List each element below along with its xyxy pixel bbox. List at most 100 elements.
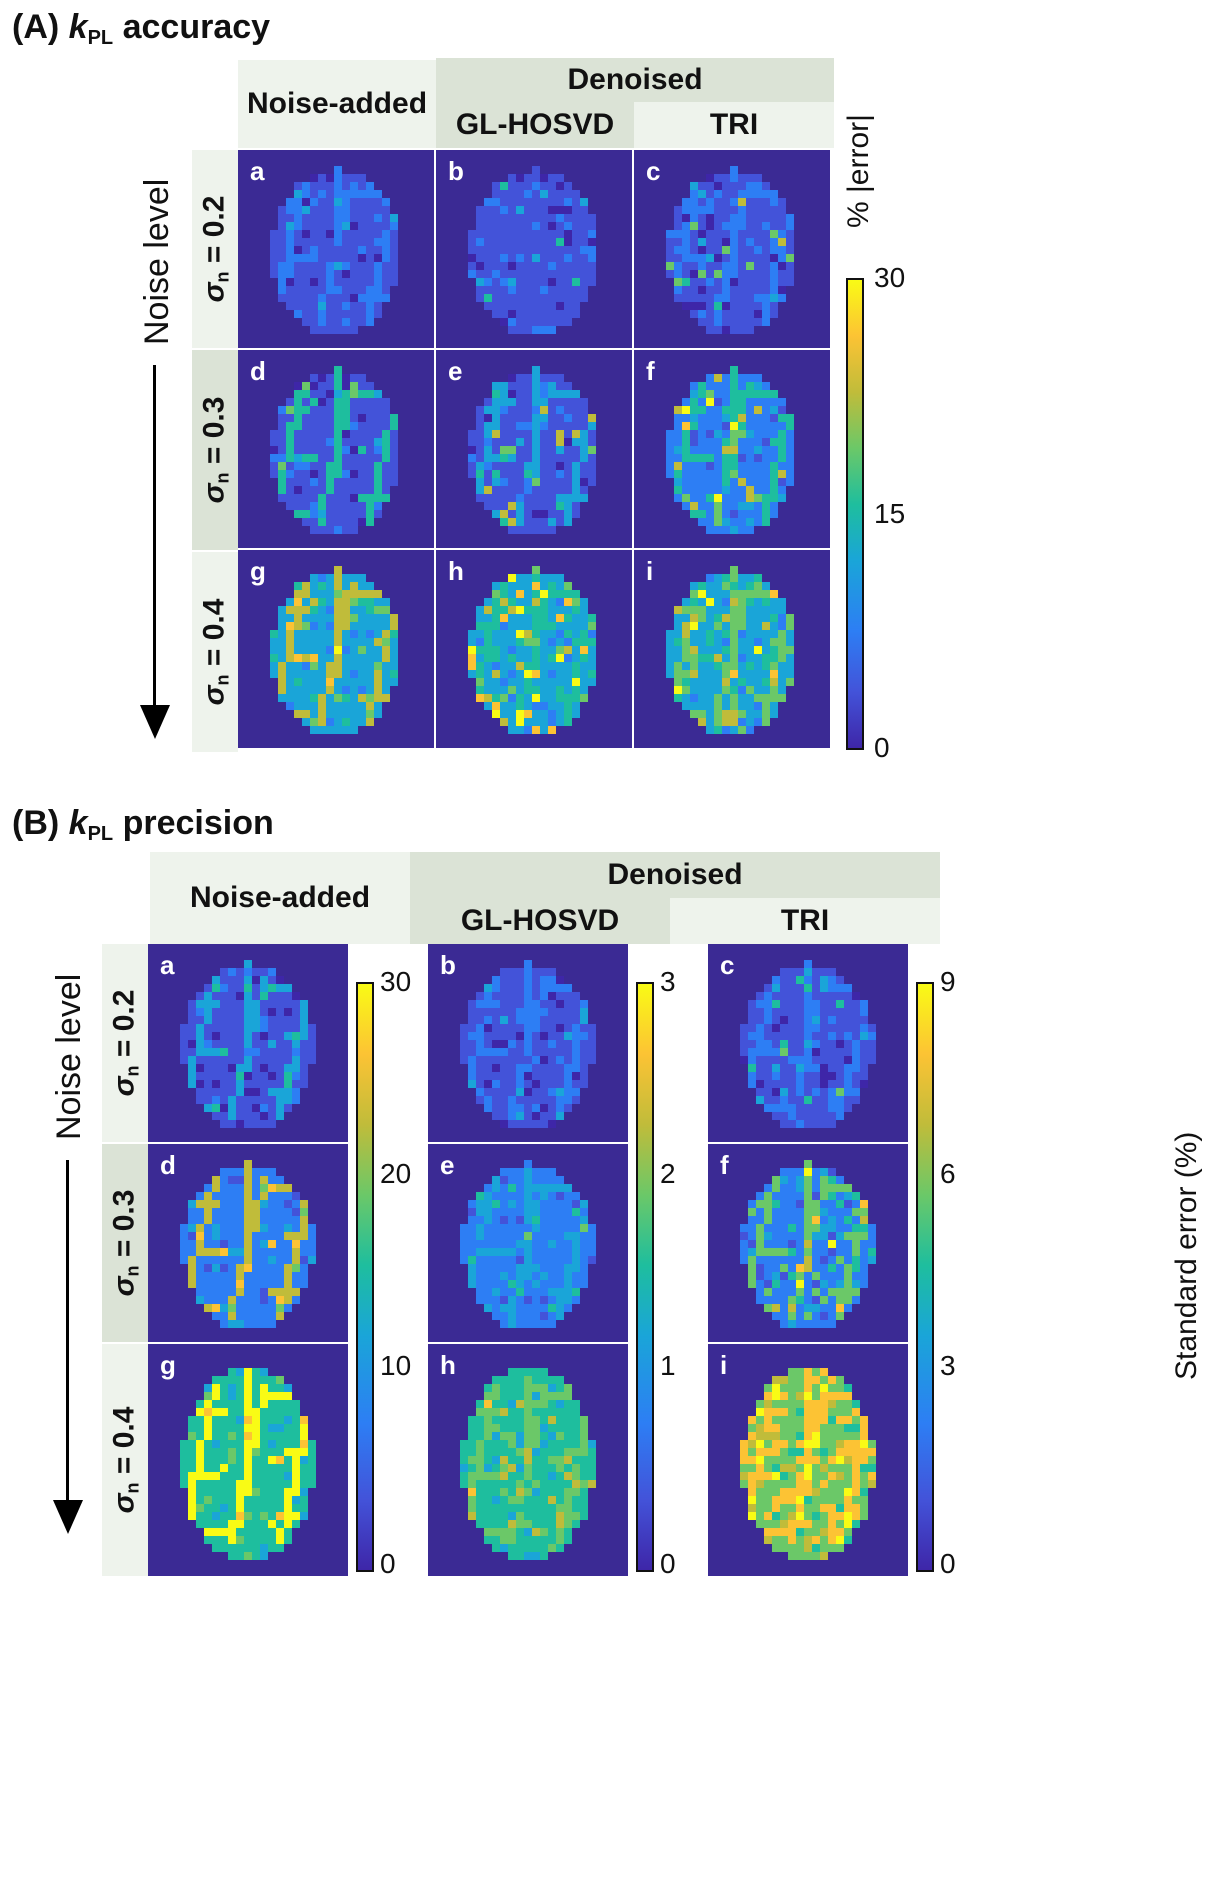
b-cbar1-tick-3-text: 0 xyxy=(380,1548,396,1579)
b-panel-letter-h: h xyxy=(440,1350,456,1380)
b-cbar3-tick-0: 9 xyxy=(940,966,956,998)
b-cbar3-tick-1: 6 xyxy=(940,1158,956,1190)
b-panel-c: c xyxy=(708,944,908,1142)
b-panel-g: g xyxy=(148,1344,348,1576)
a-col-denoised-label: Denoised xyxy=(567,63,703,96)
a-panel-letter-g: g xyxy=(250,556,266,586)
b-noise-arrow-line xyxy=(66,1160,69,1510)
a-colorbar-tick-mid: 15 xyxy=(874,498,905,530)
a-colorbar-tick-max: 30 xyxy=(874,262,905,294)
b-row-1-sigma: σ xyxy=(107,1276,141,1297)
a-noise-level-text: Noise level xyxy=(138,178,176,345)
a-row-1-val: = 0.3 xyxy=(197,396,231,465)
section-a-title: (A) kPL accuracy xyxy=(12,8,270,50)
b-row-label-1: σn = 0.3 xyxy=(102,1144,148,1342)
b-cbar1-tick-0: 30 xyxy=(380,966,411,998)
b-cbar2-tick-3: 0 xyxy=(660,1548,676,1580)
a-panel-d: d xyxy=(238,350,434,548)
b-cbar1-tick-1: 20 xyxy=(380,1158,411,1190)
b-noise-level-text: Noise level xyxy=(50,973,88,1140)
b-cbar3-tick-3-text: 0 xyxy=(940,1548,956,1579)
b-cbar2-tick-0-text: 3 xyxy=(660,966,676,997)
section-b-label: (B) xyxy=(12,804,60,842)
b-cbar2-tick-2-text: 1 xyxy=(660,1350,676,1381)
b-cbar2-tick-3-text: 0 xyxy=(660,1548,676,1579)
a-row-1-sub: n xyxy=(212,472,233,484)
a-row-0-val: = 0.2 xyxy=(197,195,231,264)
b-col-header-tri: TRI xyxy=(670,898,940,944)
a-panel-e: e xyxy=(436,350,632,548)
b-col-header-glhosvd: GL-HOSVD xyxy=(410,898,670,944)
section-b-title-rest: precision xyxy=(122,804,274,842)
b-noise-arrow-head-icon xyxy=(53,1500,83,1534)
b-row-label-0: σn = 0.2 xyxy=(102,944,148,1142)
a-panel-letter-h: h xyxy=(448,556,464,586)
a-colorbar-label: % |error| xyxy=(842,114,876,228)
b-row-0-val: = 0.2 xyxy=(107,989,141,1058)
a-row-1-sigma: σ xyxy=(197,483,231,504)
b-panel-d: d xyxy=(148,1144,348,1342)
b-cbar2-tick-0: 3 xyxy=(660,966,676,998)
b-panel-letter-g: g xyxy=(160,1350,176,1380)
a-panel-letter-i: i xyxy=(646,556,654,586)
b-cbar1-tick-2-text: 10 xyxy=(380,1350,412,1381)
b-colorbar-2 xyxy=(636,982,654,1572)
b-cbar1-tick-2: 10 xyxy=(380,1350,411,1382)
section-a-title-rest: accuracy xyxy=(122,8,271,46)
section-a-label: (A) xyxy=(12,8,60,46)
b-cbar2-tick-1: 2 xyxy=(660,1158,676,1190)
b-noise-level-label: Noise level xyxy=(50,974,89,1140)
a-row-2-sub: n xyxy=(212,674,233,686)
b-panel-letter-f: f xyxy=(720,1150,729,1180)
a-colorbar-label-text: % |error| xyxy=(842,114,875,228)
a-panel-letter-d: d xyxy=(250,356,266,386)
section-a-ksub: PL xyxy=(87,27,114,49)
a-col-glhosvd-label: GL-HOSVD xyxy=(455,108,615,141)
a-panel-letter-c: c xyxy=(646,156,661,186)
a-panel-i: i xyxy=(634,550,830,748)
a-row-label-2: σn = 0.4 xyxy=(192,552,238,752)
b-colorbar-1 xyxy=(356,982,374,1572)
b-col-tri-label: TRI xyxy=(780,904,830,937)
a-row-2-val: = 0.4 xyxy=(197,598,231,667)
a-panel-c: c xyxy=(634,150,830,348)
b-col-header-denoised: Denoised xyxy=(410,852,940,898)
b-panel-letter-e: e xyxy=(440,1150,455,1180)
a-row-label-1: σn = 0.3 xyxy=(192,350,238,550)
b-panel-i: i xyxy=(708,1344,908,1576)
a-panel-b: b xyxy=(436,150,632,348)
a-noise-arrow-head-icon xyxy=(140,705,170,739)
a-cbar-tick-0: 30 xyxy=(874,262,906,293)
a-panel-letter-f: f xyxy=(646,356,655,386)
a-cbar-tick-2: 0 xyxy=(874,732,890,763)
b-row-2-sigma: σ xyxy=(107,1493,141,1514)
section-b-title: (B) kPL precision xyxy=(12,804,274,846)
b-col-noise-label: Noise-added xyxy=(189,881,371,914)
b-cbar2-tick-1-text: 2 xyxy=(660,1158,676,1189)
b-row-1-val: = 0.3 xyxy=(107,1189,141,1258)
a-row-0-sigma: σ xyxy=(197,282,231,303)
a-panel-letter-b: b xyxy=(448,156,464,186)
a-col-header-denoised: Denoised xyxy=(436,58,834,102)
b-cbar1-tick-0-text: 30 xyxy=(380,966,412,997)
a-row-0-sub: n xyxy=(212,271,233,283)
b-cbar3-tick-2: 3 xyxy=(940,1350,956,1382)
a-panel-h: h xyxy=(436,550,632,748)
a-noise-level-label: Noise level xyxy=(138,179,177,345)
b-panel-letter-c: c xyxy=(720,950,735,980)
b-row-2-val: = 0.4 xyxy=(107,1406,141,1475)
section-b-ksub: PL xyxy=(87,823,114,845)
b-colorbar-3 xyxy=(916,982,934,1572)
b-row-1-sub: n xyxy=(122,1265,143,1277)
b-colorbar-3-label: Standard error (%) xyxy=(1170,1132,1204,1380)
a-panel-a: a xyxy=(238,150,434,348)
b-row-0-sub: n xyxy=(122,1065,143,1077)
a-cbar-tick-1: 15 xyxy=(874,498,906,529)
a-panel-letter-e: e xyxy=(448,356,463,386)
b-cbar3-tick-1-text: 6 xyxy=(940,1158,956,1189)
section-b-kvar: k xyxy=(68,804,88,842)
a-col-header-glhosvd: GL-HOSVD xyxy=(436,102,634,148)
b-cbar3-tick-3: 0 xyxy=(940,1548,956,1580)
b-panel-b: b xyxy=(428,944,628,1142)
b-panel-a: a xyxy=(148,944,348,1142)
